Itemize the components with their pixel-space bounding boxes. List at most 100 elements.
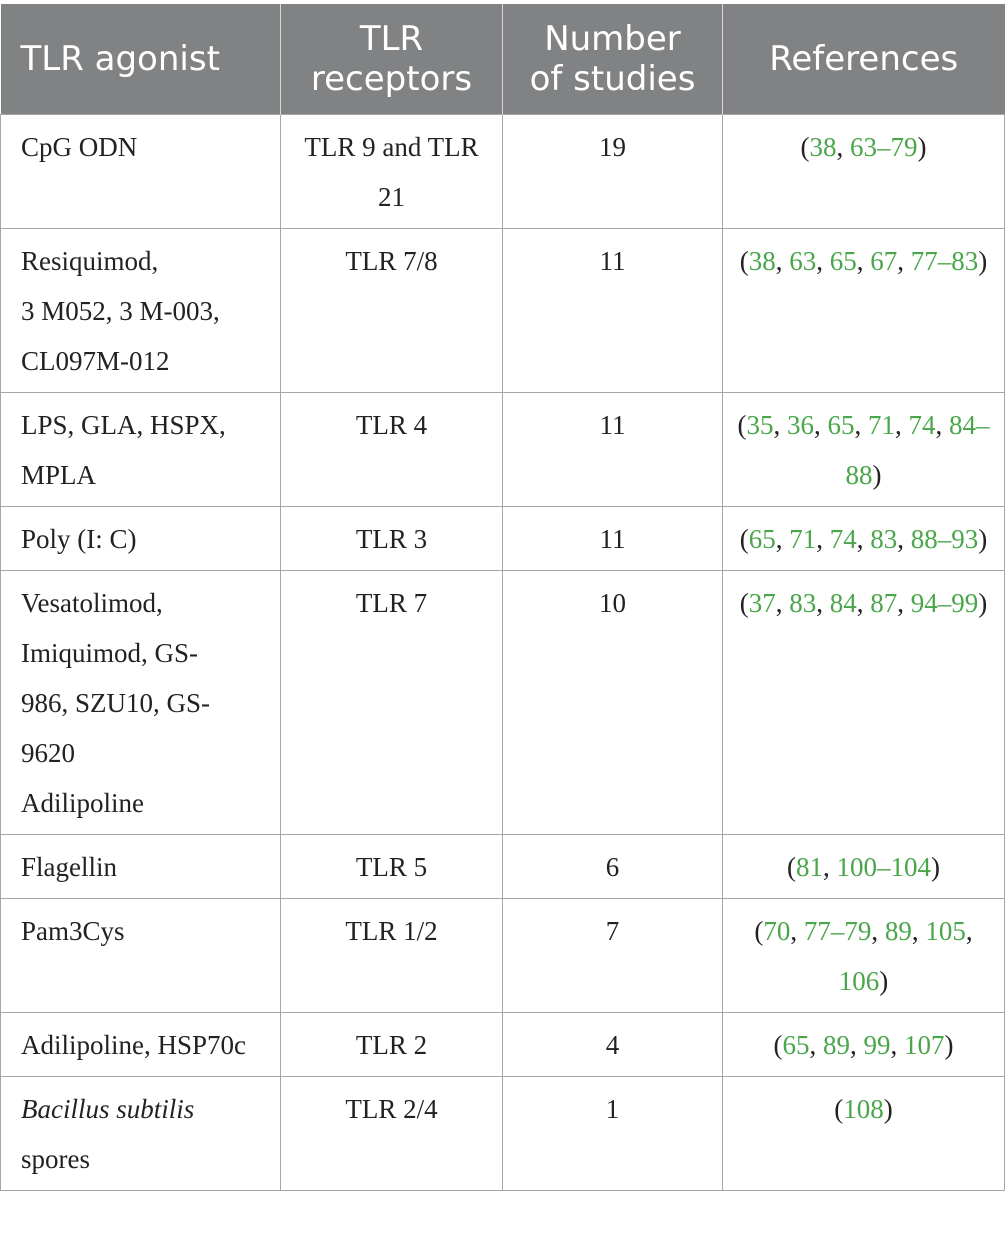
cell-references: (81, 100–104) xyxy=(722,833,1005,899)
reference-punctuation: ( xyxy=(800,131,810,162)
agonist-line: CpG ODN xyxy=(21,131,138,162)
agonist-line: Flagellin xyxy=(21,851,117,882)
table-row: LPS, GLA, HSPX, MPLA TLR 4 11 (35, 36, 65, 7… xyxy=(0,391,1005,507)
reference-punctuation: , xyxy=(775,523,790,554)
reference-link[interactable]: 84 xyxy=(829,587,857,618)
cell-number-of-studies: 6 xyxy=(502,833,723,899)
reference-link[interactable]: 65 xyxy=(748,523,776,554)
agonist-line: Imiquimod, GS- xyxy=(21,637,199,668)
reference-link[interactable]: 63–79 xyxy=(850,131,918,162)
reference-link[interactable]: 77–83 xyxy=(910,245,979,276)
reference-punctuation: , xyxy=(965,915,973,946)
reference-punctuation: , xyxy=(854,409,868,440)
reference-punctuation: ( xyxy=(737,409,747,440)
cell-references: (38, 63–79) xyxy=(722,113,1005,229)
reference-punctuation: , xyxy=(856,587,871,618)
cell-tlr-receptors: TLR 4 xyxy=(280,391,503,507)
reference-link[interactable]: 35 xyxy=(746,409,774,440)
table-row: Flagellin TLR 5 6 (81, 100–104) xyxy=(0,833,1005,899)
reference-link[interactable]: 83 xyxy=(789,587,817,618)
reference-link[interactable]: 89 xyxy=(823,1029,850,1060)
reference-link[interactable]: 36 xyxy=(787,409,814,440)
cell-tlr-agonist: CpG ODN xyxy=(0,113,281,229)
agonist-line: LPS, GLA, HSPX, xyxy=(21,409,226,440)
agonist-line: MPLA xyxy=(21,459,97,490)
reference-link[interactable]: 74 xyxy=(908,409,936,440)
reference-punctuation: , xyxy=(823,851,837,882)
cell-tlr-receptors: TLR 2 xyxy=(280,1011,503,1077)
reference-link[interactable]: 63 xyxy=(789,245,817,276)
cell-references: (37, 83, 84, 87, 94–99) xyxy=(722,569,1005,835)
reference-link[interactable]: 71 xyxy=(868,409,895,440)
reference-link[interactable]: 77–79 xyxy=(803,915,872,946)
reference-link[interactable]: 38 xyxy=(748,245,776,276)
cell-tlr-receptors: TLR 9 and TLR 21 xyxy=(280,113,503,229)
reference-punctuation: ( xyxy=(773,1029,783,1060)
cell-tlr-receptors: TLR 1/2 xyxy=(280,897,503,1013)
reference-link[interactable]: 65 xyxy=(827,409,855,440)
cell-tlr-agonist: Resiquimod, 3 M052, 3 M-003, CL097M-012 xyxy=(0,227,281,393)
reference-link[interactable]: 81 xyxy=(796,851,823,882)
header-tlr-receptors: TLR receptors xyxy=(280,4,503,114)
header-receptors-line2: receptors xyxy=(310,58,473,99)
cell-tlr-agonist: Bacillus subtilis spores xyxy=(0,1075,281,1191)
reference-punctuation: ( xyxy=(739,587,749,618)
reference-punctuation: , xyxy=(790,915,804,946)
reference-punctuation: ) xyxy=(879,965,889,996)
cell-tlr-agonist: Flagellin xyxy=(0,833,281,899)
reference-punctuation: , xyxy=(911,915,926,946)
reference-link[interactable]: 94–99 xyxy=(910,587,979,618)
reference-punctuation: ) xyxy=(944,1029,954,1060)
reference-link[interactable]: 100–104 xyxy=(836,851,932,882)
reference-link[interactable]: 65 xyxy=(829,245,857,276)
agonist-line: 9620 xyxy=(21,737,75,768)
reference-link[interactable]: 105 xyxy=(925,915,966,946)
cell-number-of-studies: 19 xyxy=(502,113,723,229)
reference-link[interactable]: 99 xyxy=(863,1029,891,1060)
agonist-line: Poly (I: C) xyxy=(21,523,137,554)
reference-punctuation: , xyxy=(816,523,830,554)
cell-references: (38, 63, 65, 67, 77–83) xyxy=(722,227,1005,393)
agonist-line: Pam3Cys xyxy=(21,915,125,946)
reference-punctuation: , xyxy=(897,523,911,554)
cell-number-of-studies: 7 xyxy=(502,897,723,1013)
reference-link[interactable]: 84–88 xyxy=(845,409,990,490)
reference-punctuation: ) xyxy=(978,523,988,554)
cell-tlr-agonist: Poly (I: C) xyxy=(0,505,281,571)
reference-punctuation: , xyxy=(890,1029,904,1060)
reference-link[interactable]: 70 xyxy=(763,915,791,946)
reference-punctuation: , xyxy=(775,587,790,618)
reference-link[interactable]: 108 xyxy=(843,1093,884,1124)
reference-punctuation: , xyxy=(775,245,790,276)
reference-link[interactable]: 106 xyxy=(838,965,880,996)
agonist-line: Vesatolimod, xyxy=(21,587,163,618)
reference-punctuation: , xyxy=(809,1029,823,1060)
cell-number-of-studies: 11 xyxy=(502,505,723,571)
reference-punctuation: ) xyxy=(917,131,927,162)
reference-link[interactable]: 107 xyxy=(904,1029,945,1060)
reference-link[interactable]: 83 xyxy=(870,523,898,554)
cell-tlr-receptors: TLR 5 xyxy=(280,833,503,899)
table-row: Adilipoline, HSP70c TLR 2 4 (65, 89, 99, 10… xyxy=(0,1011,1005,1077)
cell-tlr-agonist: LPS, GLA, HSPX, MPLA xyxy=(0,391,281,507)
cell-number-of-studies: 4 xyxy=(502,1011,723,1077)
reference-link[interactable]: 87 xyxy=(870,587,898,618)
reference-link[interactable]: 65 xyxy=(782,1029,810,1060)
reference-punctuation: , xyxy=(816,587,830,618)
header-studies-line1: Number xyxy=(544,18,681,59)
reference-punctuation: , xyxy=(856,245,871,276)
reference-link[interactable]: 67 xyxy=(870,245,898,276)
reference-punctuation: ) xyxy=(872,459,882,490)
agonist-line: 986, SZU10, GS- xyxy=(21,687,211,718)
reference-link[interactable]: 38 xyxy=(809,131,837,162)
cell-number-of-studies: 11 xyxy=(502,391,723,507)
reference-link[interactable]: 88–93 xyxy=(910,523,979,554)
header-studies-line2: of studies xyxy=(529,58,696,99)
cell-number-of-studies: 1 xyxy=(502,1075,723,1191)
reference-link[interactable]: 71 xyxy=(789,523,817,554)
reference-link[interactable]: 74 xyxy=(829,523,857,554)
reference-punctuation: , xyxy=(816,245,830,276)
reference-link[interactable]: 89 xyxy=(884,915,912,946)
reference-link[interactable]: 37 xyxy=(748,587,776,618)
agonist-line: Adilipoline, HSP70c xyxy=(21,1029,247,1060)
